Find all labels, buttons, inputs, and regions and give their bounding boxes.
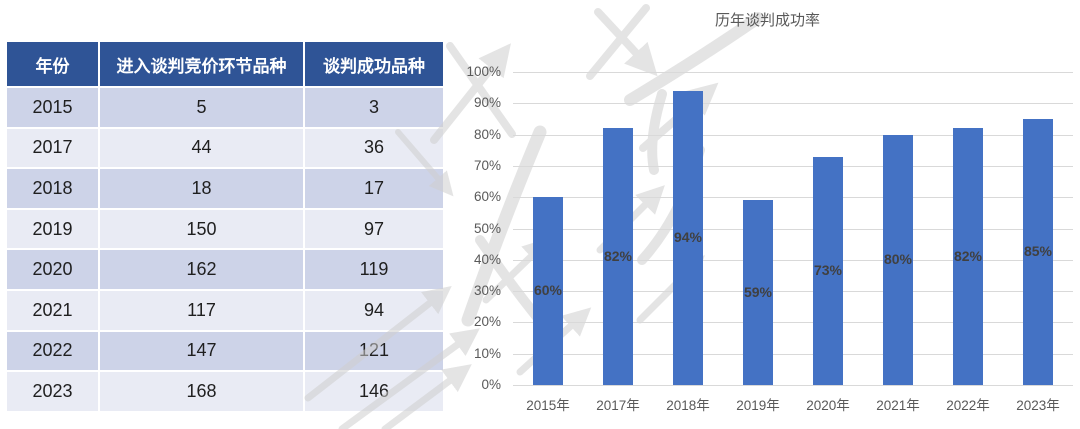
gridline xyxy=(513,353,1073,355)
y-axis-tick-label: 60% xyxy=(473,189,501,205)
bar-2020年 xyxy=(813,156,843,385)
table-row: 2017 44 36 xyxy=(7,128,445,170)
table-row: 2015 5 3 xyxy=(7,88,445,129)
table-cell: 119 xyxy=(305,250,445,291)
bar-data-label: 82% xyxy=(953,247,983,264)
gridline xyxy=(513,385,1073,386)
gridline xyxy=(513,103,1073,105)
column-header: 年份 xyxy=(7,42,100,88)
table-row: 2018 18 17 xyxy=(7,169,445,210)
table-cell: 2020 xyxy=(7,250,100,291)
plot-area xyxy=(513,72,1073,386)
gridline xyxy=(513,291,1073,293)
gridline xyxy=(513,322,1073,324)
table-cell: 2023 xyxy=(7,372,100,413)
table-cell: 2019 xyxy=(7,209,100,251)
bar-2017年 xyxy=(603,128,633,385)
bar-data-label: 94% xyxy=(673,228,703,245)
table-cell: 121 xyxy=(305,331,445,373)
gridline xyxy=(513,228,1073,230)
table-cell: 2022 xyxy=(7,331,100,373)
table-row: 2021 117 94 xyxy=(7,290,445,332)
x-axis-tick-label: 2021年 xyxy=(876,398,920,413)
x-axis-tick-label: 2023年 xyxy=(1016,398,1060,413)
table-cell: 2018 xyxy=(7,169,100,210)
x-axis-tick-label: 2020年 xyxy=(806,398,850,413)
table-cell: 2017 xyxy=(7,128,100,170)
y-axis-tick-label: 20% xyxy=(473,314,501,330)
table-cell: 18 xyxy=(100,169,305,210)
y-axis-tick-label: 0% xyxy=(481,377,501,392)
bar-data-label: 80% xyxy=(883,250,913,267)
table-row: 2022 147 121 xyxy=(7,331,445,373)
bar-data-label: 73% xyxy=(813,261,843,278)
gridline xyxy=(513,72,1073,73)
table-cell: 3 xyxy=(305,88,445,129)
table-row: 2023 168 146 xyxy=(7,372,445,413)
table-cell: 2015 xyxy=(7,88,100,129)
x-axis-tick-label: 2018年 xyxy=(666,398,710,413)
bar-2023年 xyxy=(1023,118,1053,385)
bar-data-label: 85% xyxy=(1023,242,1053,259)
table-cell: 36 xyxy=(305,128,445,170)
gridline xyxy=(513,259,1073,261)
negotiation-table: 年份 进入谈判竞价环节品种 谈判成功品种 2015 5 3 2017 44 36 2018 18 1… xyxy=(7,42,445,413)
table-cell: 17 xyxy=(305,169,445,210)
table-cell: 162 xyxy=(100,250,305,291)
bar-2019年 xyxy=(743,200,773,385)
y-axis-tick-label: 30% xyxy=(473,283,501,299)
bar-data-label: 59% xyxy=(743,283,773,300)
y-axis-tick-label: 50% xyxy=(473,220,501,236)
table-cell: 94 xyxy=(305,290,445,332)
table-cell: 2021 xyxy=(7,290,100,332)
y-axis-tick-label: 90% xyxy=(473,95,501,111)
gridline xyxy=(513,134,1073,136)
table-cell: 146 xyxy=(305,372,445,413)
table-header-row: 年份 进入谈判竞价环节品种 谈判成功品种 xyxy=(7,42,445,88)
table-cell: 97 xyxy=(305,209,445,251)
bar-data-label: 60% xyxy=(533,282,563,299)
x-axis-tick-label: 2017年 xyxy=(596,398,640,413)
table-row: 2019 150 97 xyxy=(7,209,445,251)
column-header: 进入谈判竞价环节品种 xyxy=(100,42,305,88)
y-axis-tick-label: 10% xyxy=(473,345,501,361)
x-axis-tick-label: 2015年 xyxy=(526,398,570,413)
x-axis-tick-label: 2022年 xyxy=(946,398,990,413)
success-rate-chart: 历年谈判成功率 0% 10% 20% 30% 40% 50% 60% 70% 80% 90% 100… xyxy=(455,0,1080,429)
table-cell: 168 xyxy=(100,372,305,413)
bar-data-label: 82% xyxy=(603,247,633,264)
table-row: 2020 162 119 xyxy=(7,250,445,291)
table-cell: 117 xyxy=(100,290,305,332)
y-axis-tick-label: 70% xyxy=(473,157,501,173)
column-header: 谈判成功品种 xyxy=(305,42,445,88)
bar-2021年 xyxy=(883,134,913,385)
chart-title: 历年谈判成功率 xyxy=(714,12,820,29)
table-cell: 5 xyxy=(100,88,305,129)
bar-2022年 xyxy=(953,128,983,385)
y-axis-tick-label: 100% xyxy=(466,64,501,79)
x-axis-tick-label: 2019年 xyxy=(736,398,780,413)
table-cell: 147 xyxy=(100,331,305,373)
gridline xyxy=(513,197,1073,199)
y-axis-tick-label: 80% xyxy=(473,126,501,142)
gridline xyxy=(513,165,1073,167)
y-axis-tick-label: 40% xyxy=(473,251,501,267)
table-cell: 44 xyxy=(100,128,305,170)
table-cell: 150 xyxy=(100,209,305,251)
